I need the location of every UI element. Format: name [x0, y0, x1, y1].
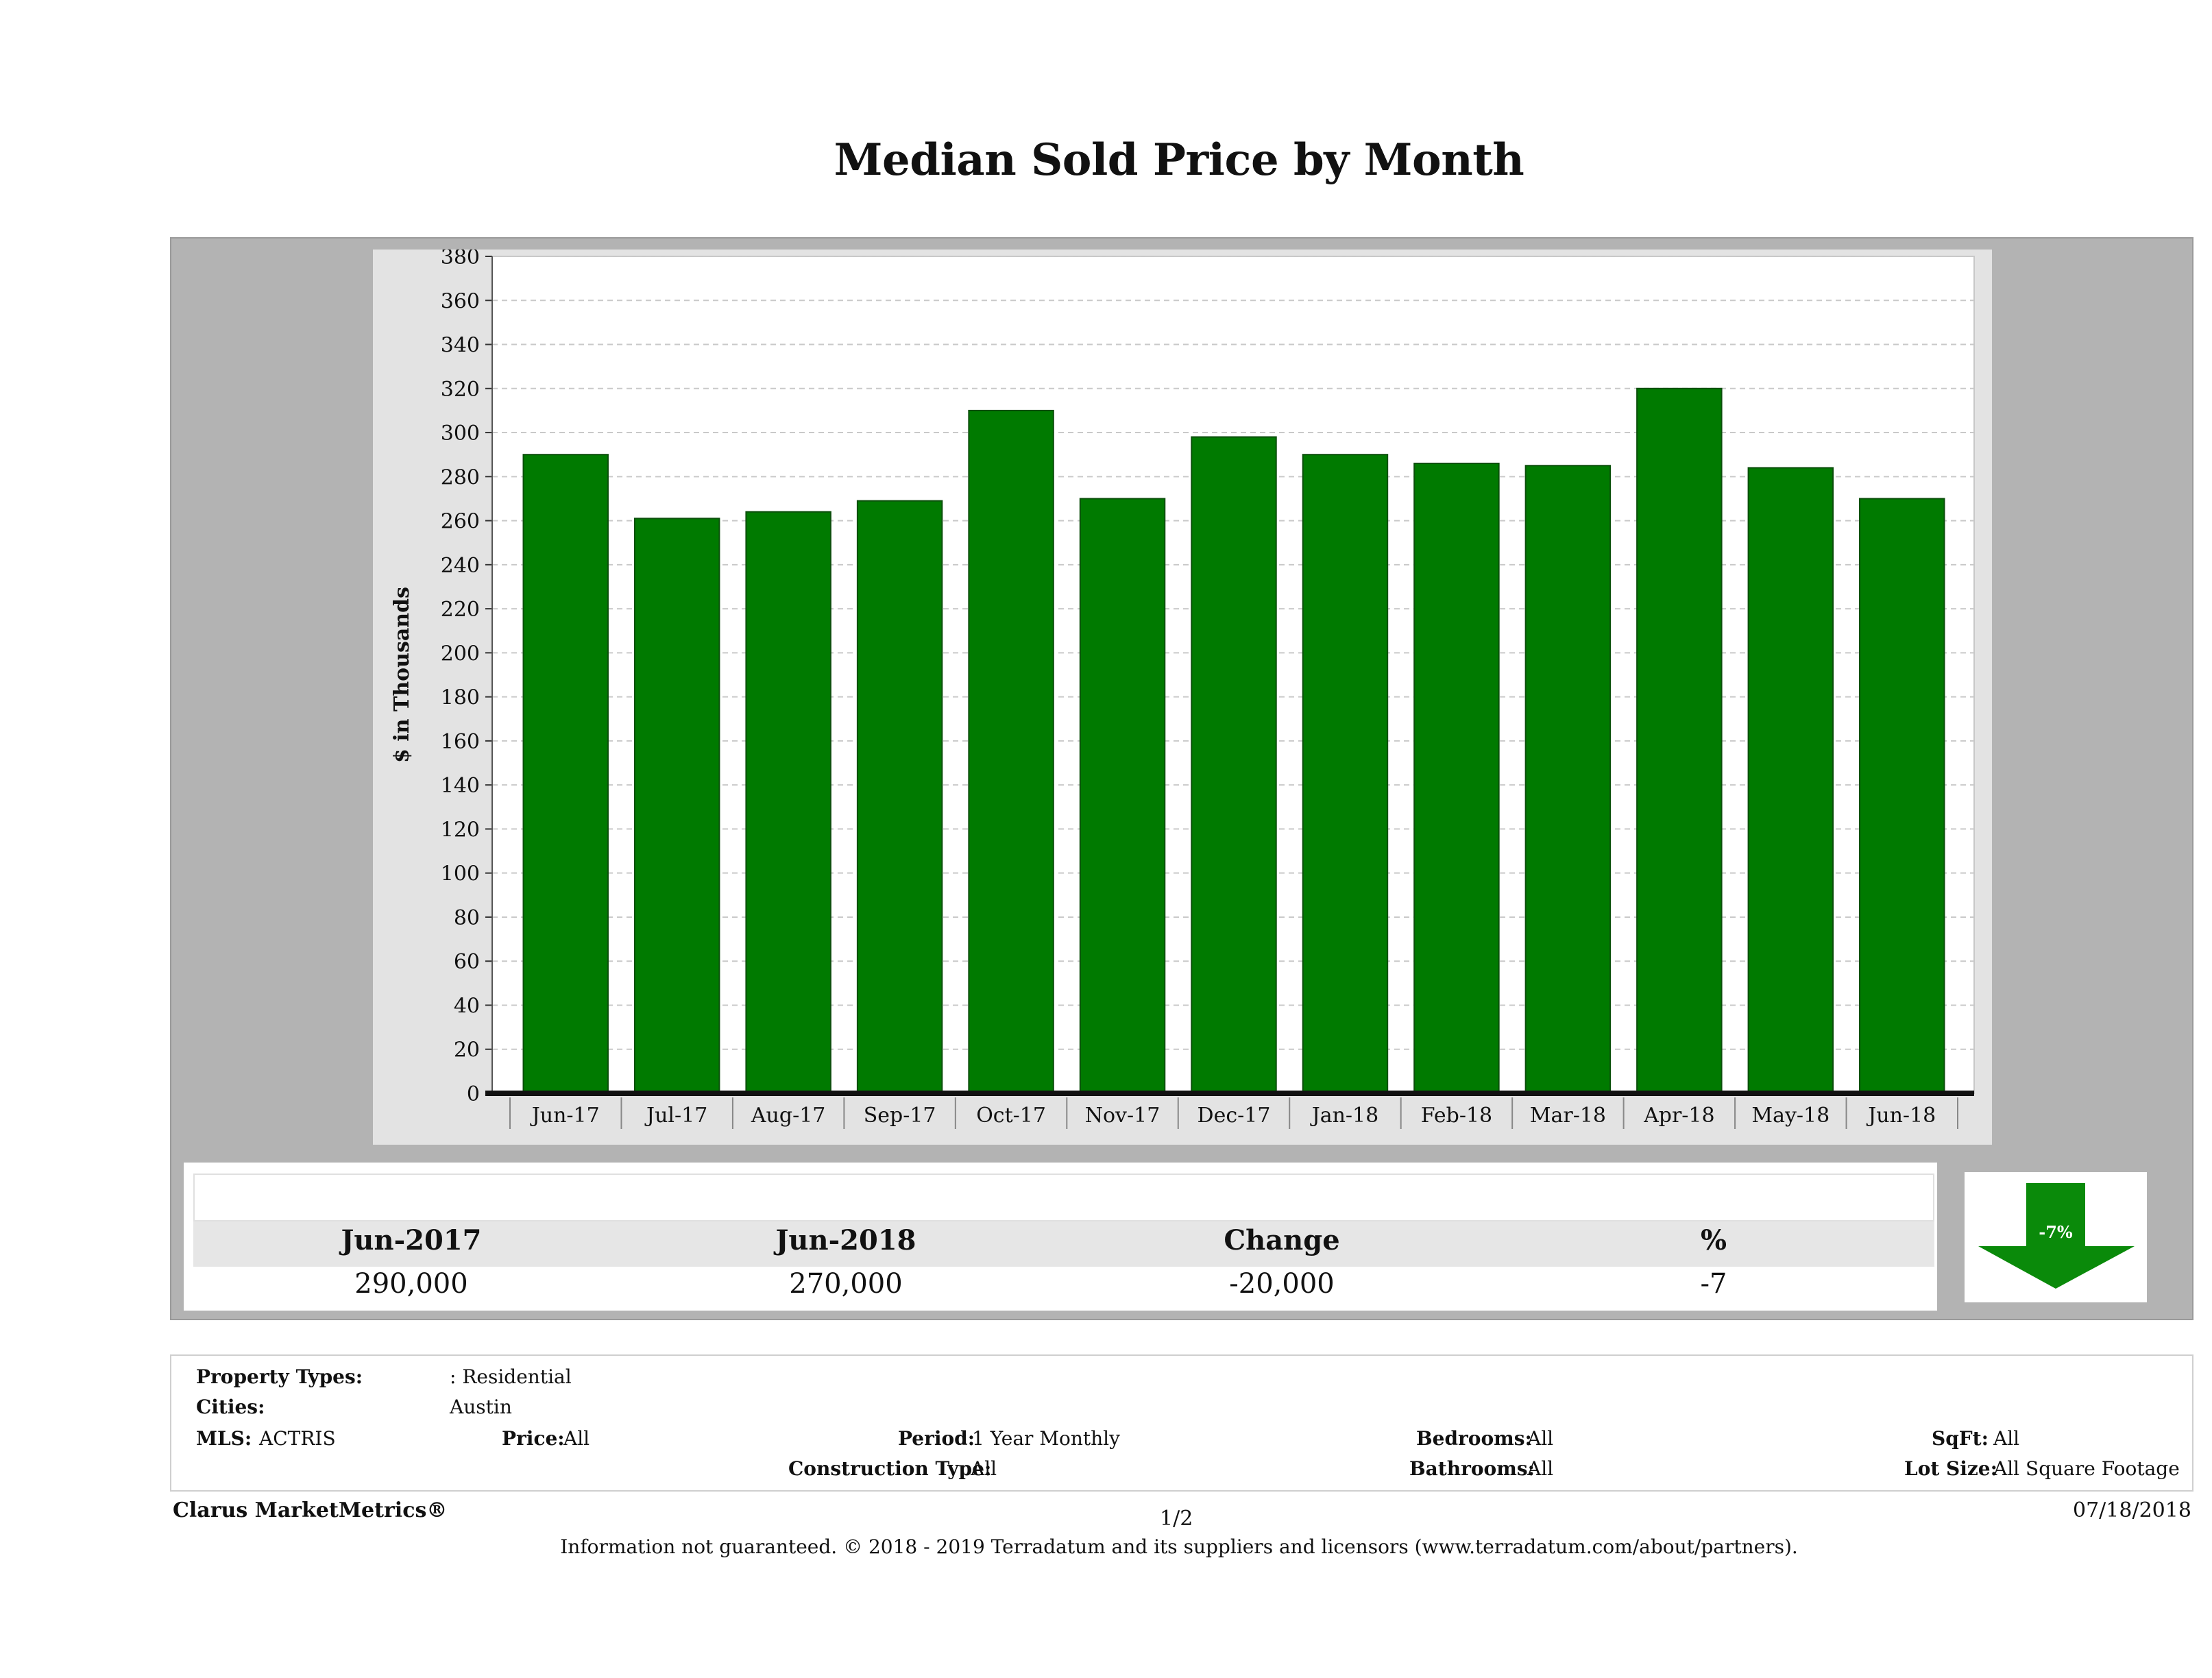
bathrooms-label: Bathrooms:: [1409, 1457, 1535, 1480]
y-tick-label: 240: [441, 554, 480, 578]
summary-header-end: Jun-2018: [775, 1224, 916, 1256]
chart-title: Median Sold Price by Month: [834, 134, 1524, 186]
bar: [1191, 436, 1277, 1094]
y-tick-label: 20: [454, 1038, 480, 1062]
down-arrow-icon: -7%: [1978, 1183, 2135, 1289]
bar: [745, 511, 831, 1094]
sqft-label: SqFt:: [1932, 1427, 1989, 1450]
x-tick-label: Sep-17: [864, 1104, 936, 1128]
x-tick-label: Jun-17: [530, 1104, 600, 1128]
bar: [1636, 387, 1723, 1095]
summary-value-end: 270,000: [789, 1268, 903, 1300]
summary-header-change: Change: [1224, 1224, 1340, 1256]
summary-header-percent: %: [1700, 1224, 1727, 1256]
bar: [856, 500, 943, 1094]
x-tick-label: Jan-18: [1310, 1104, 1379, 1128]
summary-top-strip: [193, 1174, 1934, 1221]
x-tick-label: Mar-18: [1530, 1104, 1606, 1128]
summary-value-change: -20,000: [1229, 1268, 1335, 1300]
x-tick-label: Nov-17: [1085, 1104, 1160, 1128]
filters-panel: [170, 1354, 2193, 1492]
period-value: 1 Year Monthly: [972, 1427, 1120, 1450]
summary-value-percent: -7: [1700, 1268, 1727, 1300]
bar: [1413, 463, 1500, 1094]
x-tick-label: Feb-18: [1421, 1104, 1492, 1128]
x-tick-label: Jun-18: [1866, 1104, 1936, 1128]
price-value: All: [563, 1427, 590, 1450]
bar: [522, 454, 609, 1094]
y-tick-label: 0: [467, 1082, 480, 1106]
summary-values-row: [193, 1267, 1934, 1305]
price-label: Price:: [502, 1427, 565, 1450]
y-tick-label: 300: [441, 422, 480, 446]
x-tick-label: Aug-17: [751, 1104, 826, 1128]
bar: [1859, 498, 1945, 1094]
y-tick-label: 80: [454, 906, 480, 930]
bar: [1079, 498, 1166, 1094]
x-tick-label: Oct-17: [976, 1104, 1046, 1128]
mls-value: ACTRIS: [259, 1427, 336, 1450]
bar: [968, 409, 1054, 1094]
y-tick-label: 200: [441, 642, 480, 666]
summary-header-start: Jun-2017: [341, 1224, 482, 1256]
construction-type-value: All: [971, 1457, 997, 1480]
x-tick-label: Jul-17: [644, 1104, 707, 1128]
property-types-value: : Residential: [450, 1365, 572, 1388]
bar: [1302, 454, 1389, 1094]
y-tick-label: 260: [441, 510, 480, 534]
y-tick-label: 100: [441, 862, 480, 886]
summary-value-start: 290,000: [354, 1268, 468, 1300]
brand-name: Clarus MarketMetrics®: [173, 1498, 448, 1522]
bedrooms-label: Bedrooms:: [1416, 1427, 1532, 1450]
cities-label: Cities:: [196, 1396, 265, 1418]
y-axis-title: $ in Thousands: [390, 587, 414, 763]
y-tick-label: 120: [441, 818, 480, 842]
change-badge-label: -7%: [2039, 1222, 2073, 1242]
mls-label: MLS:: [196, 1427, 252, 1450]
sqft-value: All: [1993, 1427, 2020, 1450]
bar: [1747, 467, 1834, 1095]
y-tick-label: 60: [454, 950, 480, 974]
y-tick-label: 380: [441, 250, 480, 269]
y-tick-label: 360: [441, 289, 480, 313]
bar: [1524, 465, 1612, 1094]
summary-header-row: [193, 1221, 1934, 1267]
y-tick-label: 180: [441, 686, 480, 710]
lot-size-value: All Square Footage: [1993, 1457, 2180, 1480]
y-tick-label: 140: [441, 774, 480, 798]
property-types-label: Property Types:: [196, 1365, 363, 1388]
y-tick-label: 340: [441, 334, 480, 358]
construction-type-label: Construction Type:: [788, 1457, 992, 1480]
bedrooms-value: All: [1527, 1427, 1554, 1450]
bar: [633, 518, 720, 1094]
y-tick-label: 40: [454, 994, 480, 1018]
lot-size-label: Lot Size:: [1904, 1457, 1997, 1480]
x-tick-label: May-18: [1751, 1104, 1830, 1128]
y-tick-label: 220: [441, 598, 480, 622]
change-badge: -7%: [1965, 1172, 2147, 1302]
report-date: 07/18/2018: [2073, 1498, 2191, 1522]
page-number: 1/2: [1160, 1507, 1193, 1531]
period-label: Period:: [898, 1427, 975, 1450]
disclaimer: Information not guaranteed. © 2018 - 201…: [560, 1535, 1798, 1558]
y-tick-label: 320: [441, 378, 480, 402]
y-tick-label: 160: [441, 730, 480, 754]
y-tick-label: 280: [441, 465, 480, 489]
x-tick-label: Apr-18: [1643, 1104, 1715, 1128]
cities-value: Austin: [450, 1396, 512, 1418]
bathrooms-value: All: [1527, 1457, 1554, 1480]
x-axis: [485, 1091, 1974, 1096]
x-tick-label: Dec-17: [1198, 1104, 1271, 1128]
bar-chart: 0 20 40 60 80 100 120 140 160 180 200 220 240 260 280 3…: [390, 250, 1975, 1129]
